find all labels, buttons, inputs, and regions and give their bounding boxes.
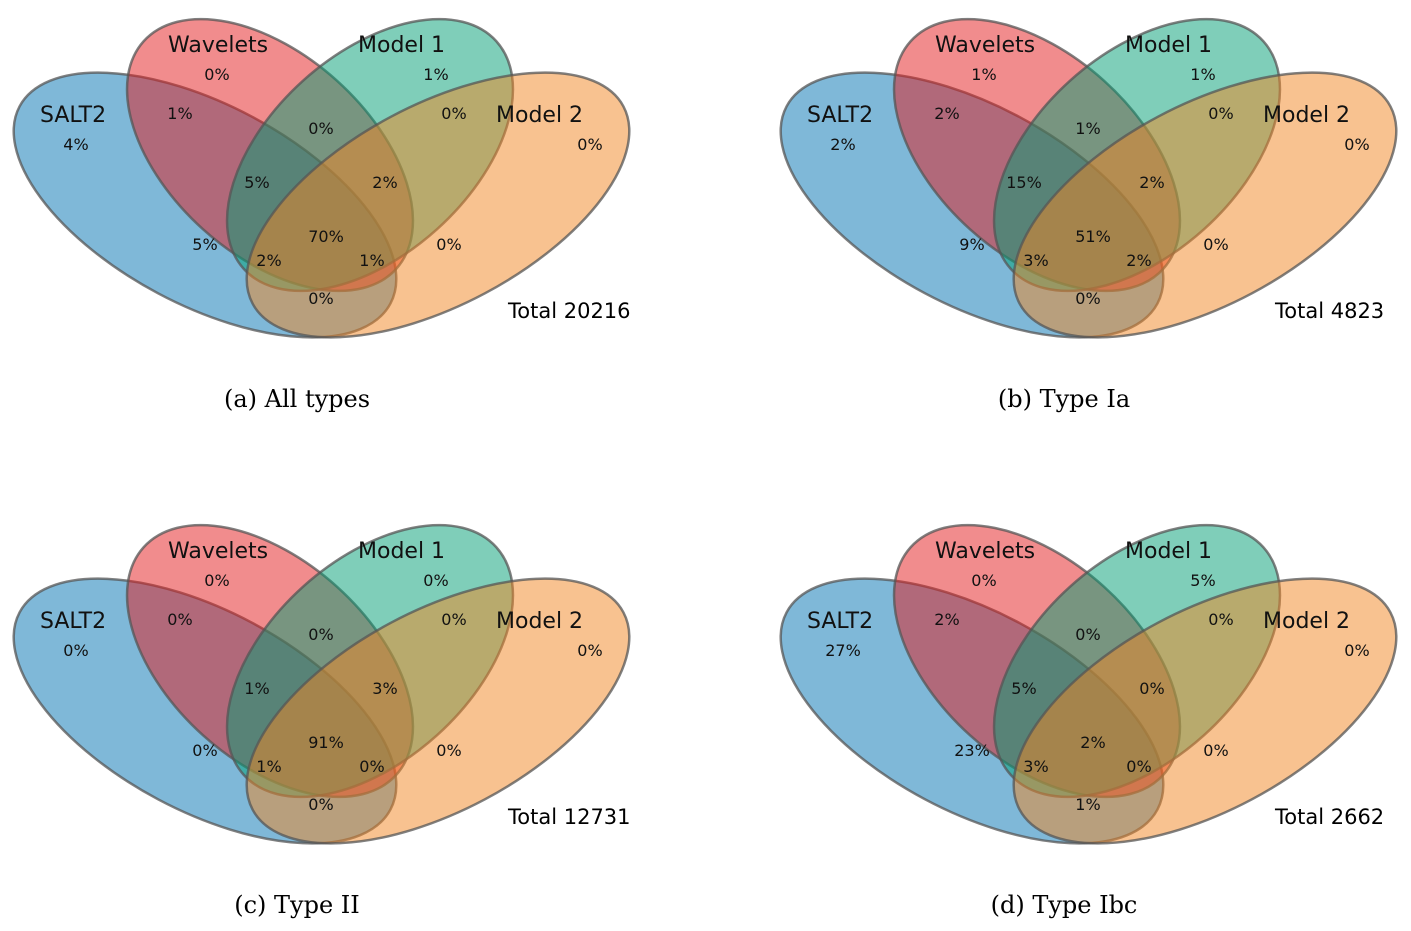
- model2-ellipse: [1012, 577, 1398, 845]
- region-model1-only-value: 1%: [423, 65, 448, 84]
- region-model1-model2-value: 0%: [441, 104, 466, 123]
- region-wavelets-model1-model2-value: 2%: [1139, 173, 1164, 192]
- total-count-label: Total 20216: [507, 299, 631, 323]
- region-salt2-only-value: 2%: [830, 135, 855, 154]
- region-model2-only-value: 0%: [1344, 641, 1369, 660]
- salt2-set-label: SALT2: [40, 103, 106, 128]
- region-salt2-wavelets-value: 1%: [167, 104, 192, 123]
- region-salt2-model1-model2-value: 3%: [1023, 757, 1048, 776]
- region-all-four-value: 91%: [308, 733, 344, 752]
- region-model1-model2-value: 0%: [441, 610, 466, 629]
- region-salt2-model2-value: 0%: [308, 795, 333, 814]
- panel-caption: (a) All types: [224, 385, 370, 413]
- region-wavelets-model1-model2-value: 3%: [372, 679, 397, 698]
- region-model1-only-value: 1%: [1190, 65, 1215, 84]
- model2-ellipse: [245, 71, 631, 339]
- region-salt2-wavelets-value: 0%: [167, 610, 192, 629]
- region-wavelets-only-value: 0%: [204, 65, 229, 84]
- region-model1-only-value: 5%: [1190, 571, 1215, 590]
- salt2-set-label: SALT2: [807, 103, 873, 128]
- venn-panel-3: SALT2 Wavelets Model 1 Model 2 0% 0% 0% 0% 0% 0% 0…: [12, 523, 631, 919]
- region-wavelets-model2-value: 0%: [436, 235, 461, 254]
- region-salt2-wavelets-value: 2%: [934, 104, 959, 123]
- region-model1-model2-value: 0%: [1208, 610, 1233, 629]
- region-model2-only-value: 0%: [1344, 135, 1369, 154]
- region-salt2-wavelets-value: 2%: [934, 610, 959, 629]
- region-model2-only-value: 0%: [577, 641, 602, 660]
- region-model1-only-value: 0%: [423, 571, 448, 590]
- region-wavelets-model1-value: 0%: [308, 119, 333, 138]
- region-salt2-only-value: 27%: [825, 641, 861, 660]
- region-salt2-model1-model2-value: 2%: [256, 251, 281, 270]
- region-salt2-only-value: 0%: [63, 641, 88, 660]
- region-wavelets-model1-model2-value: 2%: [372, 173, 397, 192]
- model2-set-label: Model 2: [496, 609, 583, 634]
- wavelets-set-label: Wavelets: [935, 33, 1035, 58]
- region-wavelets-model2-value: 0%: [1203, 235, 1228, 254]
- panel-caption: (b) Type Ia: [998, 385, 1130, 413]
- region-salt2-wavelets-model1-value: 1%: [244, 679, 269, 698]
- region-all-four-value: 51%: [1075, 227, 1111, 246]
- region-wavelets-model1-value: 1%: [1075, 119, 1100, 138]
- model1-set-label: Model 1: [1125, 539, 1212, 564]
- region-model1-model2-value: 0%: [1208, 104, 1233, 123]
- wavelets-set-label: Wavelets: [935, 539, 1035, 564]
- region-salt2-model1-value: 5%: [192, 235, 217, 254]
- region-all-four-value: 2%: [1080, 733, 1105, 752]
- region-wavelets-only-value: 0%: [971, 571, 996, 590]
- model2-set-label: Model 2: [496, 103, 583, 128]
- region-salt2-model1-model2-value: 1%: [256, 757, 281, 776]
- region-wavelets-model1-model2-value: 0%: [1139, 679, 1164, 698]
- total-count-label: Total 12731: [507, 805, 631, 829]
- salt2-set-label: SALT2: [40, 609, 106, 634]
- total-count-label: Total 4823: [1274, 299, 1384, 323]
- model2-set-label: Model 2: [1263, 609, 1350, 634]
- model2-ellipse: [1012, 71, 1398, 339]
- region-salt2-model2-value: 1%: [1075, 795, 1100, 814]
- total-count-label: Total 2662: [1274, 805, 1384, 829]
- venn-panel-1: SALT2 Wavelets Model 1 Model 2 4% 0% 1% 0% 1% 0% 0…: [12, 17, 631, 413]
- venn-panel-4: SALT2 Wavelets Model 1 Model 2 27% 0% 5% 0% 2% 0%…: [779, 523, 1398, 919]
- region-wavelets-only-value: 1%: [971, 65, 996, 84]
- region-wavelets-model2-value: 0%: [436, 741, 461, 760]
- region-salt2-only-value: 4%: [63, 135, 88, 154]
- panel-caption: (c) Type II: [234, 891, 360, 919]
- model2-set-label: Model 2: [1263, 103, 1350, 128]
- region-salt2-wavelets-model2-value: 2%: [1126, 251, 1151, 270]
- model1-set-label: Model 1: [358, 33, 445, 58]
- region-salt2-wavelets-model1-value: 5%: [244, 173, 269, 192]
- region-salt2-wavelets-model2-value: 0%: [1126, 757, 1151, 776]
- region-salt2-wavelets-model1-value: 15%: [1006, 173, 1042, 192]
- region-wavelets-model1-value: 0%: [308, 625, 333, 644]
- region-all-four-value: 70%: [308, 227, 344, 246]
- model2-ellipse: [245, 577, 631, 845]
- region-salt2-model1-value: 9%: [959, 235, 984, 254]
- wavelets-set-label: Wavelets: [168, 33, 268, 58]
- region-model2-only-value: 0%: [577, 135, 602, 154]
- venn-panel-2: SALT2 Wavelets Model 1 Model 2 2% 1% 1% 0% 2% 1% 0…: [779, 17, 1398, 413]
- region-salt2-model1-value: 0%: [192, 741, 217, 760]
- region-salt2-model2-value: 0%: [1075, 289, 1100, 308]
- region-salt2-wavelets-model1-value: 5%: [1011, 679, 1036, 698]
- region-wavelets-model1-value: 0%: [1075, 625, 1100, 644]
- panel-caption: (d) Type Ibc: [991, 891, 1138, 919]
- region-salt2-model1-model2-value: 3%: [1023, 251, 1048, 270]
- model1-set-label: Model 1: [358, 539, 445, 564]
- region-salt2-wavelets-model2-value: 0%: [359, 757, 384, 776]
- wavelets-set-label: Wavelets: [168, 539, 268, 564]
- region-salt2-model1-value: 23%: [954, 741, 990, 760]
- region-salt2-model2-value: 0%: [308, 289, 333, 308]
- region-wavelets-only-value: 0%: [204, 571, 229, 590]
- model1-set-label: Model 1: [1125, 33, 1212, 58]
- region-salt2-wavelets-model2-value: 1%: [359, 251, 384, 270]
- salt2-set-label: SALT2: [807, 609, 873, 634]
- region-wavelets-model2-value: 0%: [1203, 741, 1228, 760]
